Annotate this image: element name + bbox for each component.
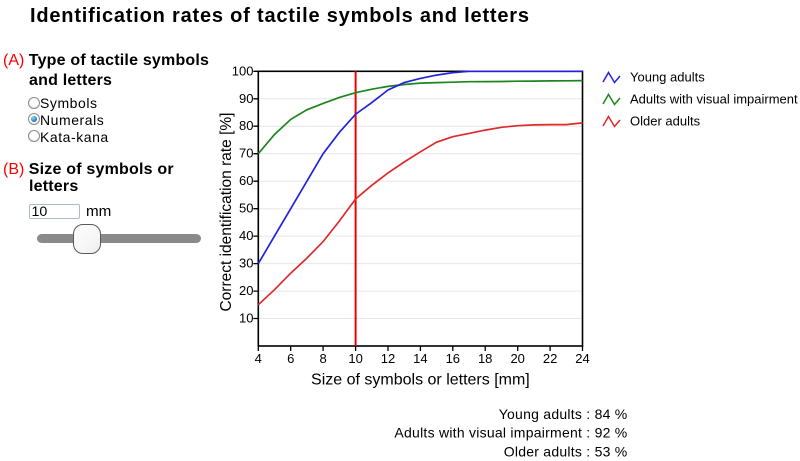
svg-text:20: 20 [239,283,253,298]
svg-text:Young adults: Young adults [630,70,705,85]
svg-text:70: 70 [239,146,253,161]
svg-text:Older adults : 53 %: Older adults : 53 % [504,443,628,459]
svg-text:10: 10 [348,351,362,366]
svg-text:Young adults : 84 %: Young adults : 84 % [499,406,628,422]
svg-text:Size of symbols or letters [mm: Size of symbols or letters [mm] [311,372,530,389]
svg-text:40: 40 [239,228,253,243]
svg-text:Adults with visual impairment: Adults with visual impairment [630,92,798,107]
svg-text:10: 10 [239,311,253,326]
svg-text:4: 4 [255,351,262,366]
svg-text:30: 30 [239,256,253,271]
svg-text:14: 14 [413,351,427,366]
svg-text:50: 50 [239,201,253,216]
svg-text:100: 100 [232,63,254,78]
svg-text:Adults with visual impairment: Adults with visual impairment : 92 % [394,425,627,441]
svg-text:Correct identification rate [%: Correct identification rate [%] [218,112,235,311]
svg-text:16: 16 [446,351,460,366]
svg-text:80: 80 [239,118,253,133]
svg-text:22: 22 [543,351,557,366]
svg-text:60: 60 [239,173,253,188]
svg-text:20: 20 [510,351,524,366]
svg-text:Older adults: Older adults [630,114,701,129]
svg-text:18: 18 [478,351,492,366]
svg-text:6: 6 [287,351,294,366]
svg-text:8: 8 [319,351,326,366]
svg-text:90: 90 [239,91,253,106]
svg-text:12: 12 [381,351,395,366]
svg-text:24: 24 [575,351,589,366]
